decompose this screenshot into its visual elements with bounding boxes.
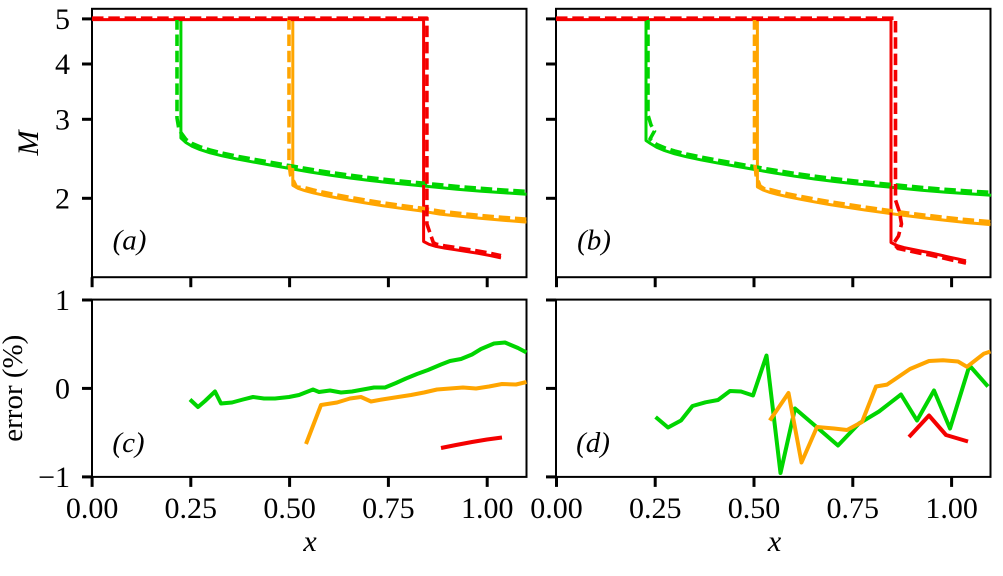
svg-text:0.75: 0.75 [827,492,880,525]
svg-text:0.50: 0.50 [263,492,316,525]
svg-text:(c): (c) [112,427,144,459]
svg-text:0.25: 0.25 [629,492,682,525]
svg-text:5: 5 [55,3,70,36]
svg-text:0: 0 [55,372,70,405]
svg-text:x: x [302,525,317,558]
svg-text:(d): (d) [576,427,610,459]
svg-text:0.00: 0.00 [66,492,119,525]
svg-text:(b): (b) [577,225,611,257]
svg-text:M: M [12,129,45,157]
svg-text:4: 4 [55,48,70,81]
svg-text:0.25: 0.25 [165,492,218,525]
svg-text:0.75: 0.75 [362,492,415,525]
svg-text:x: x [767,525,782,558]
svg-text:3: 3 [55,103,70,136]
svg-text:1.00: 1.00 [925,492,978,525]
svg-text:1.00: 1.00 [461,492,514,525]
svg-text:−1: −1 [38,461,70,494]
svg-text:1: 1 [55,284,70,317]
svg-text:0.50: 0.50 [728,492,781,525]
svg-text:(a): (a) [113,225,147,257]
svg-text:2: 2 [55,182,70,215]
svg-text:error (%): error (%) [0,335,29,442]
svg-text:0.00: 0.00 [530,492,583,525]
